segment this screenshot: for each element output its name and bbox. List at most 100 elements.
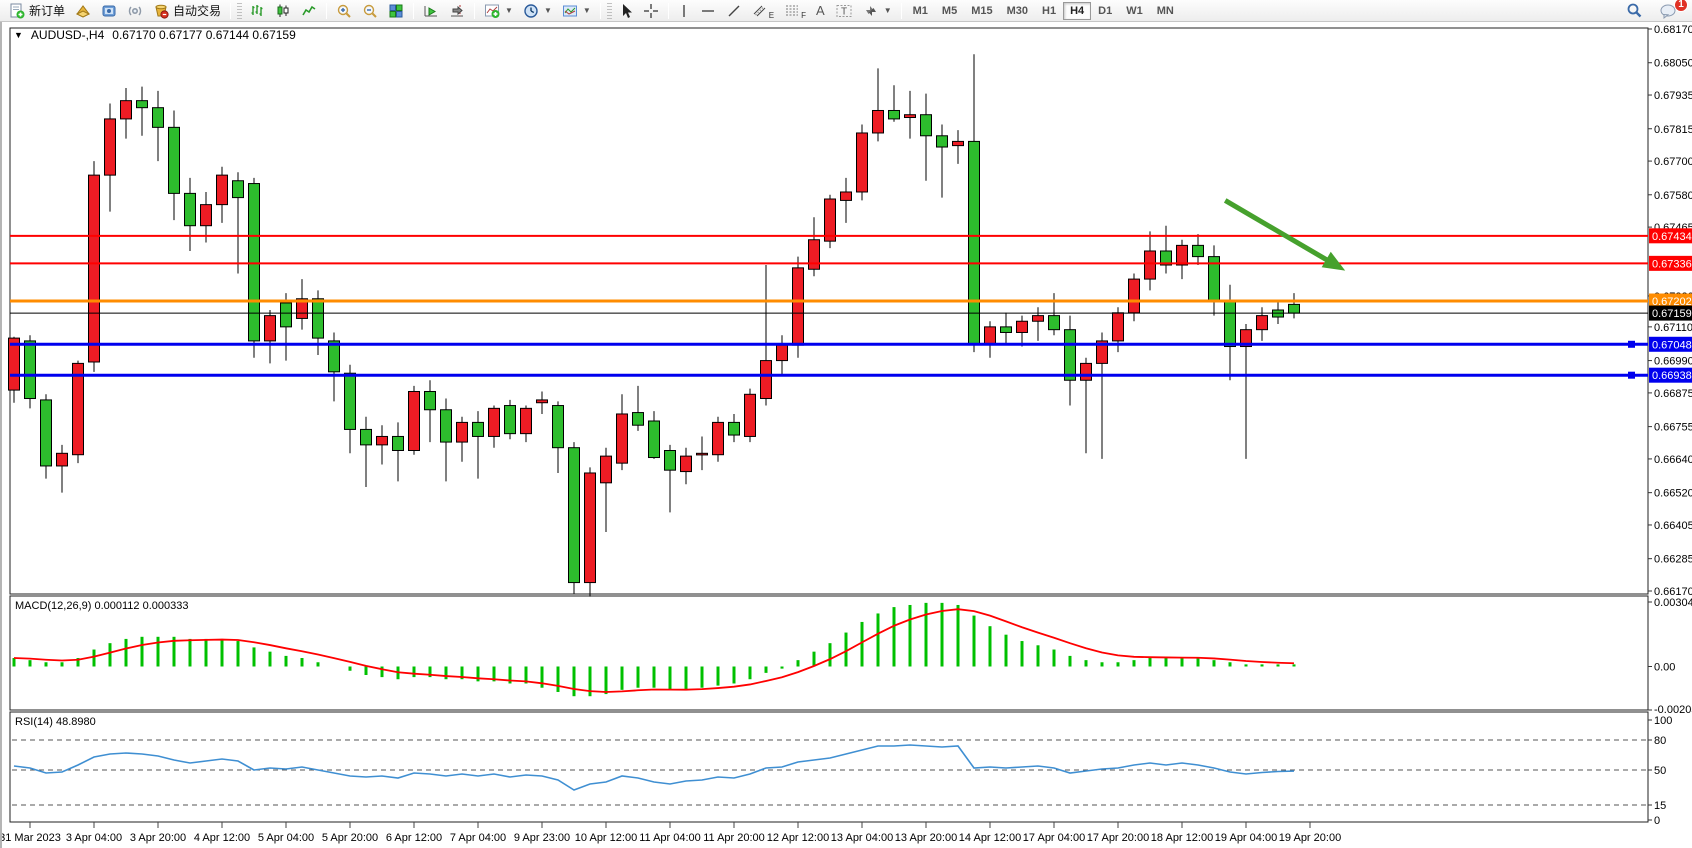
zoom-in-button[interactable]	[331, 1, 357, 21]
periods-button[interactable]: ▼	[518, 1, 557, 21]
time-axis-label: 6 Apr 12:00	[386, 832, 442, 844]
bar-chart-button[interactable]	[244, 1, 270, 21]
zoom-out-button[interactable]	[357, 1, 383, 21]
toolbar-separator	[326, 2, 328, 19]
signals-button[interactable]	[122, 1, 148, 21]
price-badge	[1649, 336, 1692, 352]
chart-canvas[interactable]: 0.68170 0.68050 0.67935 0.67815 0.67700 0.675…	[2, 22, 1692, 848]
timeframe-button-m15[interactable]: M15	[971, 4, 993, 17]
candle-body	[760, 360, 772, 400]
ohlc-values: 0.67170 0.67177 0.67144 0.67159	[112, 28, 296, 42]
cursor-icon	[622, 3, 632, 18]
timeframe-button-h1[interactable]: H1	[1042, 4, 1057, 17]
candle-body	[88, 174, 100, 363]
tile-windows-button[interactable]	[383, 1, 409, 21]
time-axis-label: 31 Mar 2023	[2, 832, 61, 844]
symbol-dropdown-icon[interactable]: ▼	[14, 30, 23, 40]
time-axis-label: 5 Apr 20:00	[322, 832, 378, 844]
candle-body	[1224, 301, 1236, 348]
symbol-period-label: AUDUSD-,H4	[30, 28, 105, 42]
price-tick-label: 0.66520	[1654, 488, 1692, 500]
text-label-tool-button[interactable]: T	[830, 1, 858, 21]
candle-body	[1192, 244, 1204, 258]
main-toolbar: 新订单 自动交易	[0, 0, 1692, 22]
chart-shift-button[interactable]	[444, 1, 470, 21]
fibonacci-icon	[786, 5, 799, 15]
timeframe-button-m1[interactable]: M1	[912, 4, 928, 17]
macd-tick-label: 0.00304	[1654, 597, 1692, 609]
candle-body	[616, 413, 628, 464]
profiles-button[interactable]	[96, 1, 122, 21]
candle-body	[1016, 320, 1028, 333]
horizontal-line-tool-button[interactable]	[695, 1, 721, 21]
crosshair-tool-button[interactable]	[638, 1, 664, 21]
time-axis-label: 7 Apr 04:00	[450, 832, 506, 844]
text-label-icon: T	[836, 4, 852, 17]
timeframe-button-mn[interactable]: MN	[1156, 4, 1174, 17]
candle-body	[472, 421, 484, 437]
chevron-down-icon: ▼	[543, 6, 552, 15]
macd-indicator-label: MACD(12,26,9) 0.000112 0.000333	[15, 600, 189, 612]
candle-body	[808, 239, 820, 270]
timeframe-group: M1 M5 M15 M30 H1 H4 D1 W1 MN	[906, 1, 1181, 20]
candle-body	[648, 420, 660, 459]
candle-body	[392, 435, 404, 452]
price-badge	[1649, 228, 1692, 244]
time-axis-label: 19 Apr 20:00	[1279, 832, 1341, 844]
market-watch-icon	[75, 4, 91, 18]
templates-button[interactable]: ▼	[557, 1, 596, 21]
equidistant-channel-tool-button[interactable]: E	[747, 1, 779, 21]
price-badge	[1649, 367, 1692, 383]
candle-body	[1112, 312, 1124, 342]
new-order-button[interactable]: 新订单	[4, 1, 70, 21]
candlestick-chart-button[interactable]	[270, 1, 296, 21]
candle-body	[888, 109, 900, 120]
chart-window[interactable]: ▼ AUDUSD-,H4 0.67170 0.67177 0.67144 0.6…	[0, 22, 1692, 848]
fibonacci-tool-button[interactable]: F	[779, 1, 811, 21]
tile-windows-icon	[389, 4, 403, 17]
candle-body	[664, 450, 676, 471]
auto-scroll-button[interactable]	[418, 1, 444, 21]
candle-body	[696, 452, 708, 456]
market-watch-button[interactable]	[70, 1, 96, 21]
price-tick-label: 0.66170	[1654, 586, 1692, 598]
trend-arrow-line[interactable]	[1223, 198, 1333, 265]
cursor-tool-button[interactable]	[614, 1, 638, 21]
timeframe-button-m5[interactable]: M5	[941, 4, 958, 17]
arrows-tool-button[interactable]: ▼	[858, 1, 897, 21]
candle-body	[264, 315, 276, 342]
time-axis-label: 18 Apr 12:00	[1151, 832, 1213, 844]
time-axis-label: 17 Apr 20:00	[1087, 832, 1149, 844]
candle-body	[840, 191, 852, 201]
notifications-button[interactable]: 1	[1654, 0, 1688, 21]
timeframe-button-w1[interactable]: W1	[1126, 4, 1143, 17]
candle-body	[72, 362, 84, 456]
line-endpoint-handle[interactable]	[1628, 371, 1635, 379]
candlestick-chart-icon	[277, 4, 289, 17]
auto-scroll-icon	[424, 5, 438, 16]
macd-signal-line	[13, 608, 1295, 693]
timeframe-button-d1[interactable]: D1	[1098, 4, 1113, 17]
text-tool-button[interactable]: A	[811, 1, 830, 21]
fibo-tool-sub-label: F	[801, 10, 807, 20]
price-tick-label: 0.67110	[1654, 322, 1692, 334]
line-endpoint-handle[interactable]	[1628, 340, 1635, 348]
time-axis-label: 11 Apr 20:00	[703, 832, 765, 844]
timeframe-button-h4[interactable]: H4	[1063, 1, 1092, 20]
trendline-tool-button[interactable]	[721, 1, 747, 21]
candle-body	[136, 100, 148, 109]
svg-text:T: T	[841, 6, 847, 17]
rsi-tick-label: 100	[1654, 715, 1672, 727]
indicators-button[interactable]: ▼	[479, 1, 518, 21]
price-tick-label: 0.66640	[1654, 454, 1692, 466]
chevron-down-icon: ▼	[505, 6, 513, 15]
trend-arrow-head[interactable]	[1321, 251, 1346, 271]
profiles-icon	[102, 5, 116, 16]
timeframe-button-m30[interactable]: M30	[1006, 4, 1028, 17]
autotrading-button[interactable]: 自动交易	[148, 1, 226, 21]
line-chart-button[interactable]	[296, 1, 322, 21]
search-button[interactable]	[1621, 1, 1648, 21]
vertical-line-tool-button[interactable]	[673, 1, 695, 21]
candle-body	[200, 204, 212, 227]
chart-title: ▼ AUDUSD-,H4 0.67170 0.67177 0.67144 0.6…	[14, 28, 296, 42]
